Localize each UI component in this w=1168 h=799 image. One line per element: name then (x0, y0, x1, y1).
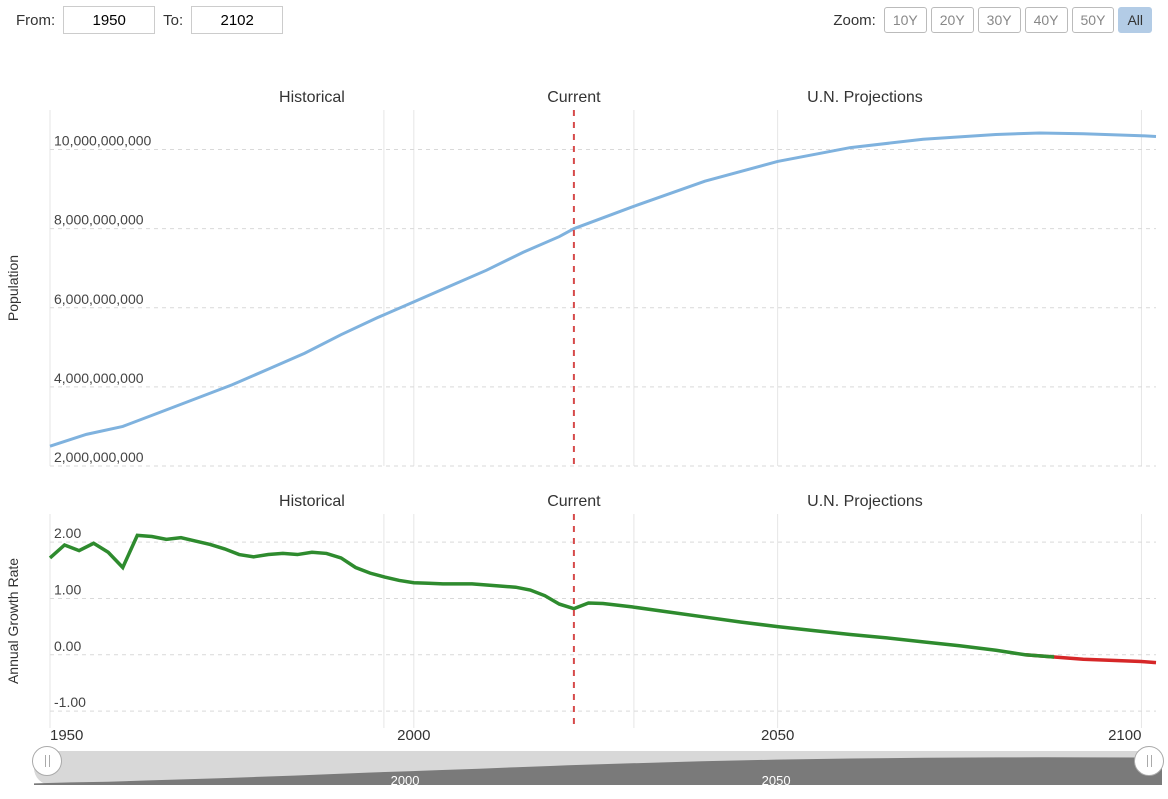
zoom-button-20y[interactable]: 20Y (931, 7, 974, 33)
to-input[interactable] (191, 6, 283, 34)
svg-text:6,000,000,000: 6,000,000,000 (54, 291, 144, 307)
chart-svg: Historical Current U.N. Projections 2,000,0… (0, 40, 1168, 746)
svg-text:2.00: 2.00 (54, 525, 81, 541)
scrubber-handle-left[interactable] (32, 746, 62, 776)
charts-container: Historical Current U.N. Projections 2,000,0… (0, 40, 1168, 746)
svg-text:U.N. Projections: U.N. Projections (807, 493, 923, 510)
scrubber-label-2000: 2000 (391, 773, 420, 788)
scrubber-label-2050: 2050 (762, 773, 791, 788)
time-scrubber[interactable]: 2000 2050 (34, 739, 1162, 791)
from-input[interactable] (63, 6, 155, 34)
zoom-label: Zoom: (833, 12, 876, 29)
toolbar: From: To: Zoom: 10Y20Y30Y40Y50YAll (0, 0, 1168, 40)
svg-text:Historical: Historical (279, 89, 345, 106)
svg-text:4,000,000,000: 4,000,000,000 (54, 370, 144, 386)
from-label: From: (16, 12, 55, 29)
svg-text:Historical: Historical (279, 493, 345, 510)
svg-text:1.00: 1.00 (54, 581, 81, 597)
scrubber-handle-right[interactable] (1134, 746, 1164, 776)
svg-text:Current: Current (547, 89, 601, 106)
svg-text:0.00: 0.00 (54, 638, 81, 654)
svg-text:-1.00: -1.00 (54, 694, 86, 710)
zoom-button-10y[interactable]: 10Y (884, 7, 927, 33)
svg-text:8,000,000,000: 8,000,000,000 (54, 212, 144, 228)
zoom-controls: Zoom: 10Y20Y30Y40Y50YAll (833, 7, 1152, 33)
scrubber-track[interactable]: 2000 2050 (34, 751, 1162, 785)
svg-text:Population: Population (5, 255, 21, 321)
svg-text:2,000,000,000: 2,000,000,000 (54, 449, 144, 465)
svg-text:U.N. Projections: U.N. Projections (807, 89, 923, 106)
zoom-button-all[interactable]: All (1118, 7, 1152, 33)
svg-text:10,000,000,000: 10,000,000,000 (54, 133, 152, 149)
range-controls: From: To: (16, 6, 283, 34)
zoom-button-30y[interactable]: 30Y (978, 7, 1021, 33)
zoom-button-40y[interactable]: 40Y (1025, 7, 1068, 33)
to-label: To: (163, 12, 183, 29)
scrubber-fill (34, 751, 1162, 785)
svg-text:Annual Growth Rate: Annual Growth Rate (5, 558, 21, 684)
svg-text:Current: Current (547, 493, 601, 510)
zoom-button-50y[interactable]: 50Y (1072, 7, 1115, 33)
